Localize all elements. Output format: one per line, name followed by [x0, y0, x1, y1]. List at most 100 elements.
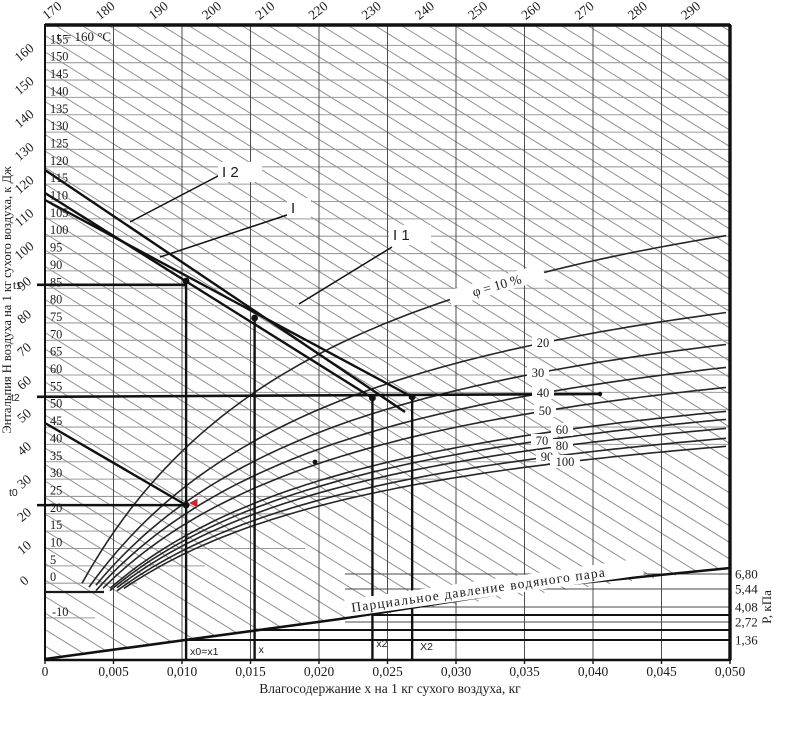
x-tick-label-10: 0,050: [715, 664, 746, 679]
isotherm-label-75: 75: [50, 310, 62, 324]
isotherm-label-85: 85: [50, 275, 62, 289]
enthalpy-gridline: [240, 24, 731, 329]
phi-curve-10: [81, 234, 727, 584]
enthalpy-gridline: [560, 24, 731, 131]
pressure-tick-label-4,08: 4,08: [735, 600, 758, 615]
enthalpy-gridline: [373, 24, 731, 247]
enthalpy-gridline: [613, 24, 731, 98]
enthalpy-gridline: [44, 431, 348, 620]
top-axis-label-290: 290: [678, 0, 703, 23]
enthalpy-gridline: [44, 645, 63, 658]
process-label-I1: I 1: [393, 227, 410, 244]
enthalpy-gridline: [44, 579, 151, 646]
enthalpy-gridline: [44, 282, 545, 594]
isotherm-label-25: 25: [50, 483, 62, 497]
phi-label-bg: [551, 423, 573, 436]
t2-line-end-dot: [597, 391, 603, 397]
isotherm-label-135: 135: [50, 102, 68, 116]
enthalpy-gridline: [44, 216, 633, 582]
top-axis-label-170: 170: [39, 0, 64, 23]
plot-border: [44, 23, 732, 662]
top-axis-label-240: 240: [412, 0, 437, 23]
enthalpy-gridline: [44, 629, 85, 655]
moisture-mark-x0=x1: x0=x1: [190, 646, 218, 658]
isotherm-label-140: 140: [50, 84, 68, 98]
pressure-tick-label-2,72: 2,72: [735, 615, 758, 630]
phi-curve-80: [116, 427, 727, 589]
enthalpy-gridline: [44, 150, 720, 570]
phi-curve-label-80: 80: [556, 439, 569, 453]
enthalpy-gridline: [426, 24, 731, 214]
enthalpy-gridline: [453, 24, 731, 197]
isotherm-label-125: 125: [50, 136, 68, 150]
isotherm-label-95: 95: [50, 241, 62, 255]
enthalpy-gridline: [44, 266, 567, 591]
state-point-dot: [182, 501, 190, 509]
enthalpy-gridline: [44, 315, 501, 599]
phi-curve-label-100: 100: [556, 455, 575, 469]
enthalpy-axis-label-0: 0: [17, 572, 32, 588]
top-axis-label-180: 180: [93, 0, 118, 23]
isotherm-label-90: 90: [50, 258, 62, 272]
isotherm-label-45: 45: [50, 414, 62, 428]
enthalpy-axis-label-40: 40: [14, 438, 34, 458]
isotherm-label-100: 100: [50, 223, 68, 237]
enthalpy-gridline: [44, 167, 699, 573]
x-tick-label-4: 0,020: [304, 664, 335, 679]
process-label-bg: [389, 225, 431, 245]
phi-curve-label-60: 60: [556, 423, 569, 437]
phi-curve-label-50: 50: [539, 404, 552, 418]
phi-curve-label-40: 40: [537, 386, 550, 400]
enthalpy-gridline: [267, 24, 731, 313]
isotherm-label-0: 0: [50, 570, 56, 584]
enthalpy-axis-label-10: 10: [14, 537, 34, 557]
enthalpy-axis-label-100: 100: [12, 238, 37, 263]
enthalpy-gridline: [44, 464, 304, 626]
enthalpy-axis-label-60: 60: [14, 372, 34, 392]
enthalpy-axis-label-160: 160: [12, 40, 37, 65]
isotherm-label-115: 115: [50, 171, 68, 185]
t2-horizontal: [36, 392, 603, 399]
p-axis-title-group: P, кПа: [759, 590, 774, 624]
phi-curve-50: [102, 386, 727, 589]
phi-curve-100: [123, 445, 727, 590]
state-point-dot: [408, 393, 416, 401]
pressure-tick-label-6,80: 6,80: [735, 567, 758, 582]
phi-label-bg: [550, 455, 580, 468]
top-axis-label-210: 210: [252, 0, 277, 23]
x-tick-label-1: 0,005: [98, 664, 129, 679]
enthalpy-gridline: [44, 546, 195, 640]
process-label-bg: [287, 198, 311, 218]
enthalpy-gridline: [506, 24, 731, 164]
phi-label-bg: [551, 439, 573, 452]
top-axis-label-270: 270: [572, 0, 597, 23]
phi-label-bg: [532, 386, 554, 399]
isotherm-label-130: 130: [50, 119, 68, 133]
phi-label-bg: [534, 404, 556, 417]
enthalpy-gridline: [639, 24, 731, 82]
enthalpy-gridline: [187, 24, 731, 362]
enthalpy-gridline: [44, 183, 677, 576]
pressure-tick-label-5,44: 5,44: [735, 582, 758, 597]
isotherm-label-110: 110: [50, 189, 68, 203]
temp-mark-t2: t2: [11, 392, 20, 404]
enthalpy-gridline: [44, 200, 655, 579]
isotherm-label-155: 155: [50, 32, 68, 46]
pp-caption-bg: [344, 558, 644, 617]
phi-10-label: φ = 10 %: [471, 271, 523, 299]
enthalpy-gridline: [160, 24, 731, 379]
isotherm-label-50: 50: [50, 397, 62, 411]
process-line-I2: [44, 169, 406, 413]
phi-label-bg: [527, 366, 549, 379]
top-axis-label-260: 260: [518, 0, 543, 23]
isotherm-label-55: 55: [50, 379, 62, 393]
phi-curve-20: [88, 311, 727, 588]
temp-mark-t1: t1: [13, 280, 22, 292]
enthalpy-axis-label-120: 120: [12, 172, 37, 197]
top-axis-label-280: 280: [625, 0, 650, 23]
process-line-I: [44, 191, 374, 400]
top-axis-label-200: 200: [199, 0, 224, 23]
moisture-mark-x: x: [259, 644, 265, 656]
